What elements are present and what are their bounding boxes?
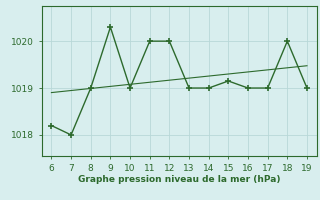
X-axis label: Graphe pression niveau de la mer (hPa): Graphe pression niveau de la mer (hPa) <box>78 175 280 184</box>
